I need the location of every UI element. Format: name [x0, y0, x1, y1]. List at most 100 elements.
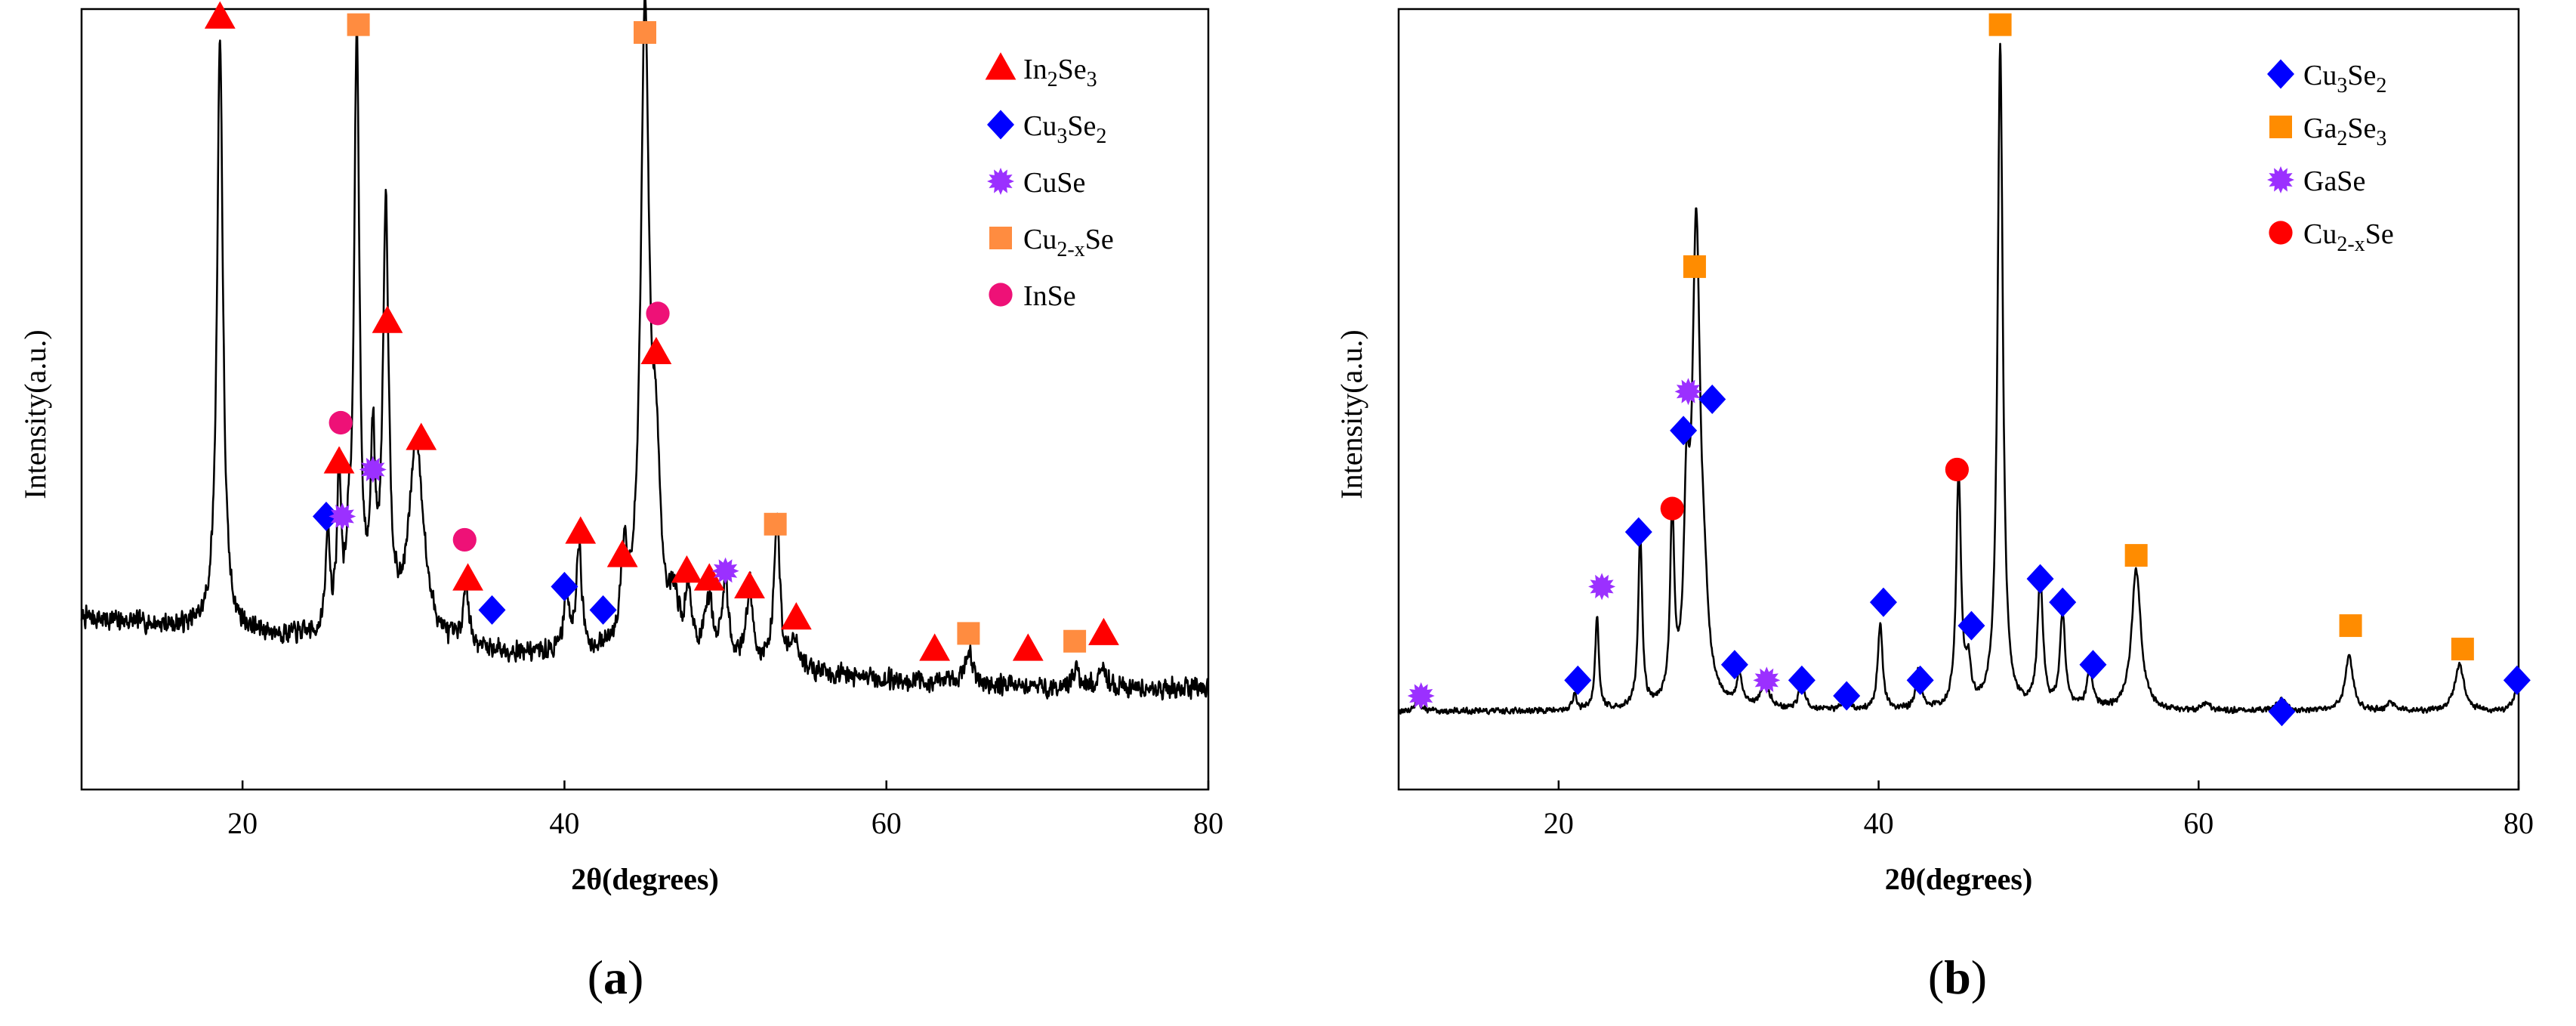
- y-axis-title: Intensity(a.u.): [18, 329, 52, 499]
- peak-marker-triangle: [565, 516, 597, 544]
- panel-label: (a): [588, 950, 644, 1004]
- x-tick-label: 40: [549, 806, 579, 840]
- panel-b-chart: 20 40 60 802θ(degrees)Intensity(a.u.)(b)Cu3…: [1334, 8, 2534, 1004]
- peak-marker-star: [711, 557, 739, 585]
- peak-marker-triangle: [734, 570, 765, 598]
- panel-label-close: ): [628, 950, 643, 1004]
- legend-text-part: GaSe: [2303, 165, 2365, 197]
- legend-marker-Cu2xSe: [989, 227, 1012, 249]
- legend-text-part: Cu: [2303, 218, 2337, 250]
- peak-marker-square: [1063, 629, 1087, 653]
- peak-marker-star: [1588, 573, 1616, 601]
- legend-subscript: 2-x: [2337, 233, 2365, 256]
- xrd-trace: [80, 0, 1210, 701]
- peak-marker-triangle: [1088, 617, 1119, 645]
- peak-marker-square: [634, 20, 656, 44]
- peak-marker-square: [347, 13, 370, 36]
- legend-marker-In2Se3: [985, 52, 1017, 80]
- peak-marker-square: [957, 622, 980, 645]
- legend-subscript: 3: [1087, 68, 1097, 91]
- peak-marker-diamond: [1720, 650, 1748, 680]
- legend-text-part: Se: [2347, 60, 2376, 91]
- peak-marker-triangle: [640, 336, 672, 365]
- legend-marker-GaSe: [2267, 166, 2294, 193]
- peak-marker-diamond: [1833, 681, 1861, 711]
- peak-marker-diamond: [478, 595, 506, 625]
- x-tick-label: 80: [1193, 806, 1223, 840]
- legend-text-part: Cu: [1023, 224, 1057, 255]
- legend-subscript: 3: [2337, 74, 2347, 97]
- peak-marker-diamond: [2079, 650, 2107, 680]
- x-axis-title: 2θ(degrees): [1885, 862, 2033, 896]
- peak-marker-triangle: [372, 305, 403, 333]
- panel-a-chart: 20 40 60 80 2θ(degrees) Intensity(a.u.) (a) In2…: [18, 0, 1223, 1004]
- peak-marker-square: [2339, 614, 2362, 638]
- peak-marker-star: [1753, 666, 1781, 694]
- peak-marker-diamond: [1698, 385, 1726, 414]
- peak-marker-triangle: [204, 1, 236, 29]
- legend-marker-Cu3Se2: [987, 110, 1014, 140]
- peak-marker-circle: [1945, 457, 1969, 482]
- peak-marker-diamond: [589, 595, 617, 625]
- legend-subscript: 2: [1047, 68, 1058, 91]
- legend-marker-Cu2xSe: [2269, 221, 2293, 245]
- peak-marker-triangle: [406, 422, 437, 450]
- legend-subscript: 2: [1096, 125, 1106, 148]
- x-tick-label: 20: [227, 806, 258, 840]
- peak-marker-square: [1683, 255, 1706, 278]
- panel-label-close: ): [1971, 950, 1987, 1004]
- peak-marker-star: [1674, 378, 1702, 406]
- peak-marker-circle: [646, 301, 670, 326]
- legend-marker-InSe: [989, 283, 1013, 307]
- legend-marker-CuSe: [987, 168, 1014, 195]
- legend-marker-Cu3Se2: [2267, 59, 2294, 89]
- peak-marker-triangle: [1012, 633, 1044, 661]
- legend-text-part: Se: [1085, 224, 1114, 255]
- peak-marker-square: [2124, 544, 2148, 567]
- legend-subscript: 2: [2376, 74, 2386, 97]
- panel-label-letter: b: [1944, 950, 1971, 1004]
- peak-marker-circle: [329, 410, 353, 435]
- peak-marker-diamond: [551, 571, 578, 601]
- x-axis-title: 2θ(degrees): [571, 862, 719, 896]
- legend-subscript: 3: [2376, 127, 2386, 150]
- legend-subscript: 3: [1057, 125, 1067, 148]
- peak-marker-star: [359, 456, 387, 484]
- peak-marker-diamond: [1670, 416, 1698, 446]
- peak-marker-star: [329, 502, 356, 530]
- legend-label-CuSe: CuSe: [1023, 167, 1085, 199]
- peak-marker-triangle: [919, 633, 951, 661]
- legend-label-Cu2xSe: Cu2-xSe: [1023, 224, 1114, 261]
- x-tick-label: 80: [2504, 806, 2534, 840]
- legend-subscript: 2-x: [1057, 238, 1084, 261]
- peak-marker-diamond: [1869, 587, 1897, 617]
- legend-text-part: Se: [1067, 110, 1096, 142]
- peak-marker-circle: [1660, 496, 1684, 521]
- panel-label: (b): [1928, 950, 1987, 1004]
- peak-marker-diamond: [1624, 517, 1652, 547]
- legend-text-part: Cu: [1023, 110, 1057, 142]
- legend-text-part: Cu: [2303, 60, 2337, 91]
- peak-marker-triangle: [323, 446, 355, 474]
- peak-marker-triangle: [671, 555, 702, 583]
- legend-text-part: Se: [2347, 113, 2376, 144]
- legend-text-part: Ga: [2303, 113, 2337, 144]
- peak-marker-square: [764, 512, 787, 536]
- legend-label-In2Se3: In2Se3: [1023, 54, 1097, 91]
- peak-marker-diamond: [2503, 665, 2531, 695]
- peak-marker-diamond: [2026, 564, 2054, 594]
- legend-label-Cu2xSe: Cu2-xSe: [2303, 218, 2394, 256]
- legend-text-part: CuSe: [1023, 167, 1085, 199]
- legend-marker-Ga2Se3: [2269, 116, 2292, 138]
- peak-marker-circle: [452, 527, 477, 552]
- peak-marker-diamond: [1957, 610, 1985, 641]
- x-tick-label: 20: [1544, 806, 1574, 840]
- peak-marker-diamond: [1906, 665, 1934, 695]
- peak-marker-square: [1988, 13, 2012, 36]
- plot-frame: [1397, 8, 2520, 791]
- x-tick-label: 60: [872, 806, 902, 840]
- peak-marker-diamond: [1564, 665, 1592, 695]
- legend-text-part: Se: [1058, 54, 1087, 85]
